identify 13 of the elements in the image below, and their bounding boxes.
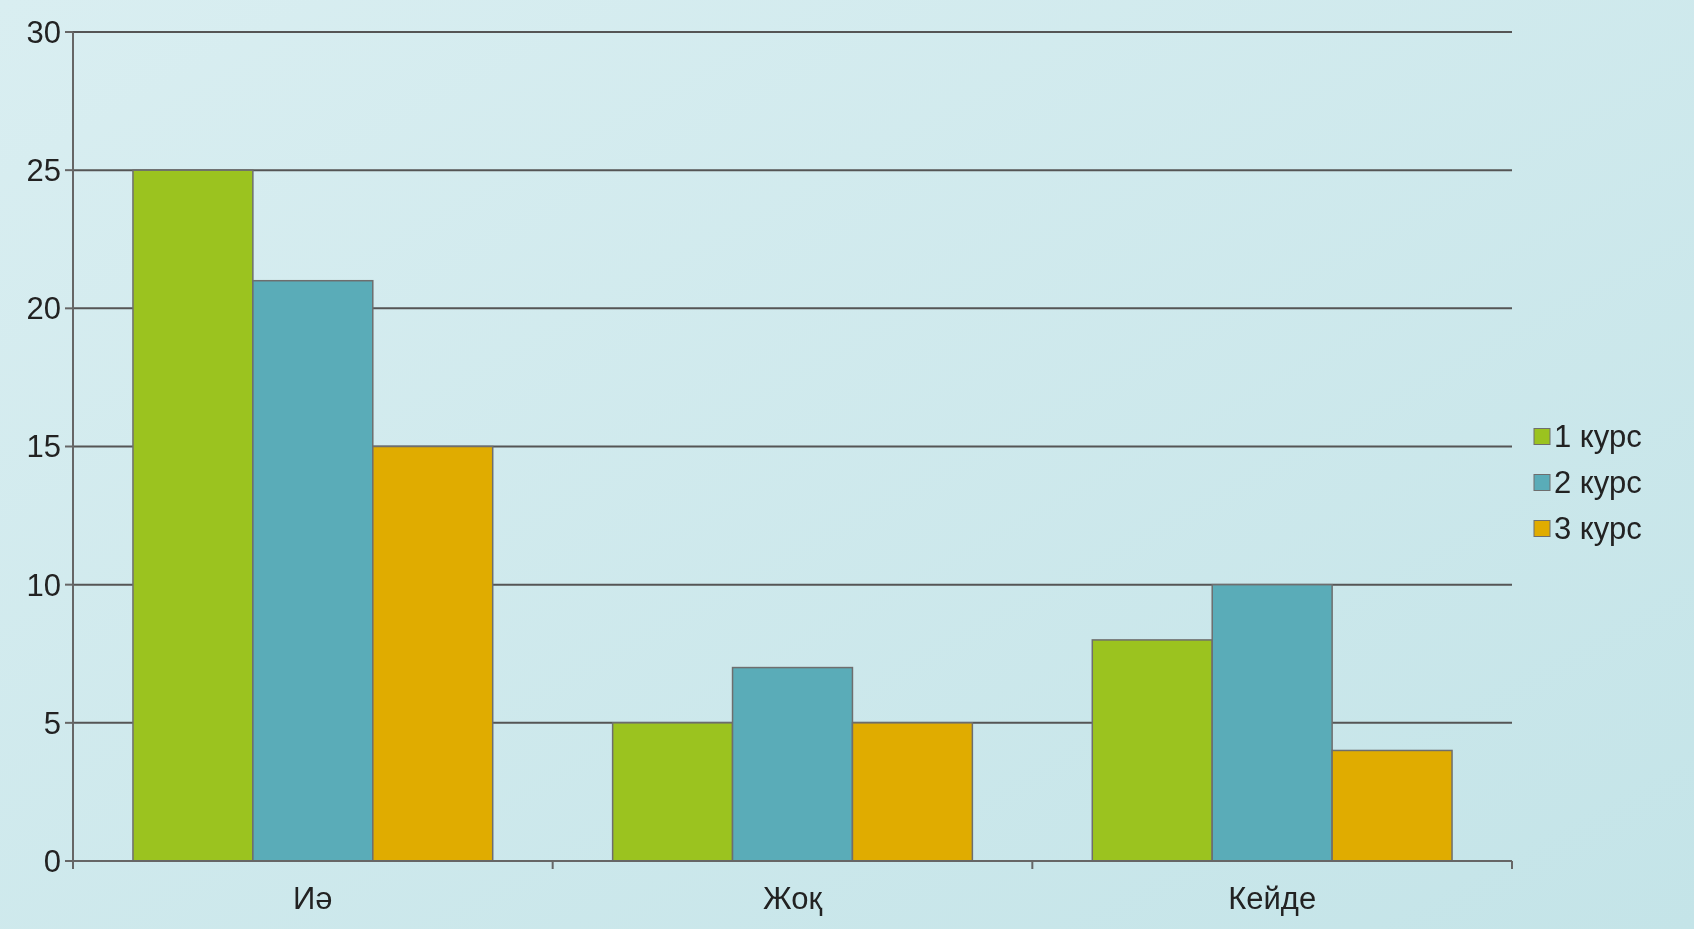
legend-label: 2 курс xyxy=(1554,465,1642,501)
x-tick-label: Иә xyxy=(293,881,333,916)
y-tick-label: 0 xyxy=(43,843,61,879)
x-tick-label: Кейде xyxy=(1228,881,1317,916)
y-tick-label: 25 xyxy=(26,153,61,189)
y-tick-label: 30 xyxy=(26,14,61,50)
y-tick-label: 15 xyxy=(26,429,61,465)
y-tick-label: 5 xyxy=(43,705,61,741)
y-tick-label: 20 xyxy=(26,291,61,327)
legend-label: 1 курс xyxy=(1554,419,1642,455)
legend-label: 3 курс xyxy=(1554,511,1642,547)
x-tick-label: Жоқ xyxy=(762,881,823,916)
y-tick-label: 10 xyxy=(26,567,61,603)
